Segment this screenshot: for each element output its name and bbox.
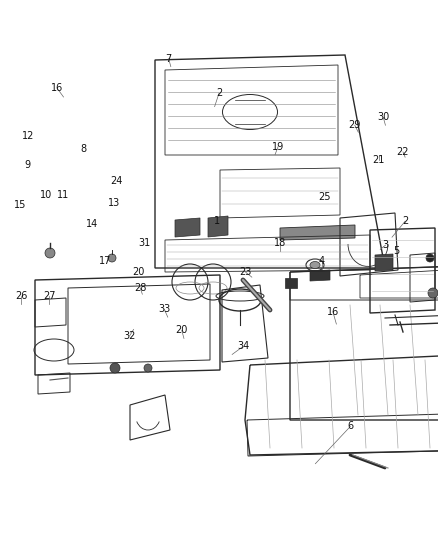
Polygon shape: [310, 270, 330, 281]
Text: 5: 5: [393, 246, 399, 255]
Text: 18: 18: [274, 238, 286, 247]
Circle shape: [428, 288, 438, 298]
Text: 13: 13: [108, 198, 120, 207]
Text: 3: 3: [382, 240, 389, 250]
Text: 30: 30: [377, 112, 389, 122]
Text: 25: 25: [318, 192, 330, 202]
Polygon shape: [285, 278, 297, 288]
Text: 10: 10: [40, 190, 52, 199]
Text: 2: 2: [216, 88, 222, 98]
Text: 8: 8: [80, 144, 86, 154]
Polygon shape: [280, 225, 355, 240]
Text: 34: 34: [237, 342, 249, 351]
Polygon shape: [208, 216, 228, 237]
Text: 9: 9: [24, 160, 30, 170]
Circle shape: [45, 248, 55, 258]
Text: 32: 32: [124, 331, 136, 341]
Polygon shape: [375, 254, 393, 271]
Text: 29: 29: [349, 120, 361, 130]
Text: 16: 16: [327, 307, 339, 317]
Text: 1: 1: [214, 216, 220, 226]
Text: 15: 15: [14, 200, 26, 210]
Text: 24: 24: [110, 176, 122, 186]
Text: 20: 20: [132, 267, 144, 277]
Text: 12: 12: [22, 131, 35, 141]
Circle shape: [144, 364, 152, 372]
Text: 28: 28: [134, 283, 146, 293]
Text: 6: 6: [347, 422, 353, 431]
Text: 17: 17: [99, 256, 111, 266]
Text: 27: 27: [43, 291, 55, 301]
Text: 31: 31: [138, 238, 151, 247]
Ellipse shape: [310, 262, 320, 269]
Text: 16: 16: [51, 83, 63, 93]
Text: 19: 19: [272, 142, 284, 151]
Text: 14: 14: [86, 219, 98, 229]
Text: 2: 2: [402, 216, 408, 226]
Text: 4: 4: [319, 256, 325, 266]
Polygon shape: [175, 218, 200, 237]
Circle shape: [108, 254, 116, 262]
Circle shape: [110, 363, 120, 373]
Text: 20: 20: [176, 326, 188, 335]
Text: 26: 26: [15, 291, 27, 301]
Text: 7: 7: [166, 54, 172, 63]
Text: 11: 11: [57, 190, 70, 199]
Text: 22: 22: [397, 147, 409, 157]
Text: 21: 21: [373, 155, 385, 165]
Circle shape: [426, 254, 434, 262]
Text: 23: 23: [239, 267, 251, 277]
Text: 33: 33: [158, 304, 170, 314]
